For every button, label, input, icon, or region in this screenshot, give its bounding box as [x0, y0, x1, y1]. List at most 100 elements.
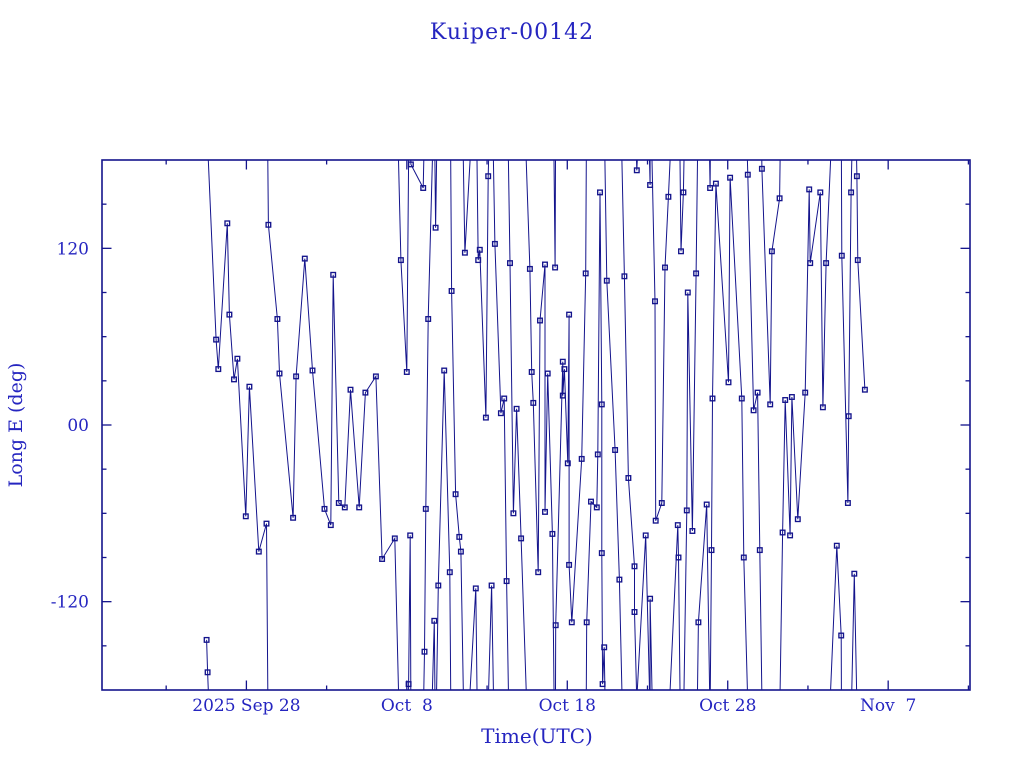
data-marker [740, 554, 747, 561]
data-marker [787, 532, 794, 539]
data-marker [597, 189, 603, 196]
data-marker [566, 561, 573, 568]
data-marker [452, 491, 459, 498]
data-marker [242, 513, 249, 520]
data-marker [776, 195, 783, 202]
data-marker [709, 395, 716, 402]
data-line [840, 160, 853, 504]
data-line [636, 535, 650, 690]
data-marker [568, 619, 575, 626]
data-marker [665, 193, 672, 200]
data-marker [448, 288, 455, 294]
data-line [636, 160, 638, 171]
data-marker [583, 619, 590, 626]
data-marker [335, 500, 342, 506]
data-marker [633, 167, 640, 174]
data-marker [535, 569, 542, 576]
data-marker [851, 570, 858, 577]
data-marker [501, 395, 508, 402]
data-marker [631, 609, 638, 615]
data-marker [528, 369, 535, 375]
x-tick-label: Oct 18 [539, 696, 596, 716]
y-axis-title: Long E (deg) [5, 363, 27, 488]
data-line [206, 639, 209, 690]
data-marker [405, 681, 412, 688]
data-marker [435, 582, 442, 589]
data-marker [593, 504, 600, 511]
data-marker [621, 273, 628, 280]
data-marker [854, 257, 861, 264]
data-marker [425, 316, 432, 322]
data-line [604, 160, 623, 690]
data-marker [456, 533, 463, 540]
data-marker [372, 373, 379, 380]
data-marker [652, 298, 658, 305]
data-marker [599, 681, 606, 688]
data-marker [213, 336, 220, 343]
data-marker [301, 255, 308, 262]
data-line [851, 573, 858, 690]
data-line [585, 192, 606, 690]
data-marker [431, 617, 438, 624]
data-marker [707, 185, 714, 191]
data-marker [817, 189, 824, 196]
data-marker [321, 505, 328, 512]
data-marker [725, 379, 732, 386]
data-marker [727, 174, 734, 181]
data-marker [853, 173, 860, 180]
data-marker [703, 501, 710, 508]
data-marker [356, 504, 363, 511]
data-line [469, 588, 478, 690]
data-line [761, 160, 781, 405]
data-line [207, 160, 269, 690]
data-marker [662, 264, 668, 271]
data-marker [403, 369, 410, 375]
data-line [398, 160, 410, 373]
data-marker [675, 554, 682, 561]
data-marker [642, 532, 649, 539]
data-marker [680, 189, 687, 196]
data-marker [647, 595, 654, 602]
data-line [434, 160, 438, 228]
data-marker [293, 373, 300, 380]
data-marker [347, 386, 354, 393]
data-marker [788, 394, 795, 400]
data-line [683, 160, 698, 690]
data-marker [631, 563, 638, 570]
x-tick-label: 2025 Sep 28 [192, 696, 300, 716]
data-marker [594, 451, 601, 458]
data-marker [362, 389, 369, 396]
data-marker [768, 248, 775, 255]
data-marker [674, 522, 681, 529]
data-marker [397, 257, 404, 264]
data-marker [391, 535, 398, 542]
data-marker [457, 548, 464, 555]
data-line [553, 160, 556, 268]
data-marker [819, 404, 826, 411]
data-marker [802, 389, 809, 396]
data-marker [274, 316, 281, 322]
data-marker [756, 547, 763, 554]
data-marker [845, 413, 852, 420]
data-series [203, 160, 868, 690]
data-marker [530, 399, 537, 406]
data-line [507, 160, 527, 690]
data-marker [246, 383, 253, 390]
x-axis-title: Time(UTC) [481, 724, 593, 748]
data-marker [432, 224, 439, 231]
data-marker [616, 576, 623, 583]
data-marker [224, 220, 231, 227]
data-marker [625, 475, 632, 481]
data-line [709, 160, 711, 189]
data-marker [603, 277, 610, 284]
data-marker [542, 261, 548, 268]
data-marker [708, 547, 715, 554]
data-marker [712, 180, 719, 187]
data-marker [806, 186, 813, 193]
data-marker [612, 447, 619, 453]
data-marker [549, 530, 556, 537]
data-marker [833, 542, 840, 549]
data-marker [693, 270, 700, 277]
